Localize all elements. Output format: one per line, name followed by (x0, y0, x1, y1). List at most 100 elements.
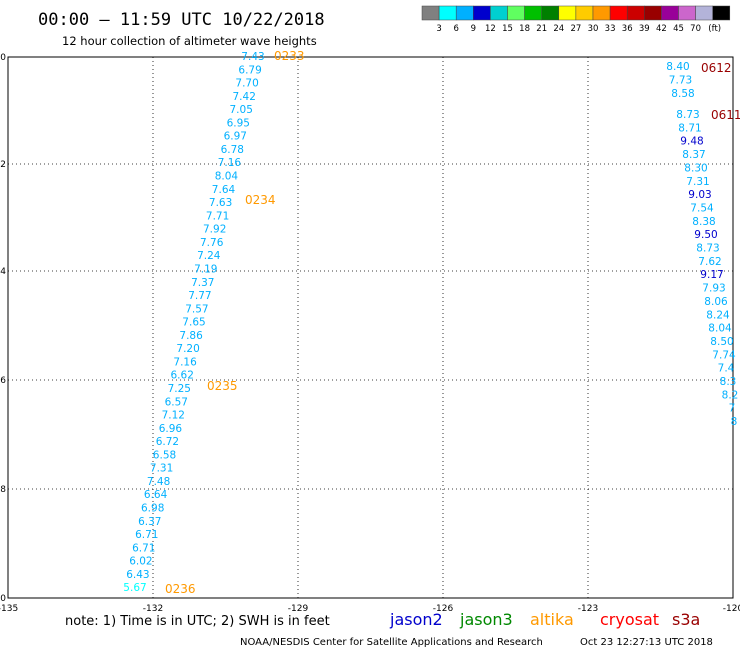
wave-height-value: 6.97 (224, 131, 247, 143)
wave-height-value: 7.31 (150, 463, 173, 475)
wave-height-value: 7.73 (669, 75, 692, 87)
longitude-tick-label: -126 (433, 604, 454, 614)
wave-height-value: 6.78 (221, 144, 244, 156)
wave-height-value: 8.30 (684, 162, 707, 174)
scale-swatch (678, 5, 696, 21)
wave-height-value: 6.98 (141, 503, 164, 515)
scale-swatch (575, 5, 594, 21)
scale-units: (ft) (708, 24, 721, 34)
wave-height-value: 6.57 (165, 396, 188, 408)
scale-swatch (558, 5, 577, 21)
scale-swatch (644, 5, 662, 21)
wave-height-value: 6.62 (171, 370, 194, 382)
wave-height-value: 9.48 (680, 136, 703, 148)
wave-height-value: 7.19 (194, 264, 217, 276)
wave-height-value: 7.64 (212, 184, 236, 196)
wave-height-color-scale: 3 6 9 12 15 18 21 24 27 30 33 36 39 42 45 70 (ft) (421, 5, 731, 34)
longitude-tick-label: -135 (0, 604, 18, 614)
latitude-tick-label: 18 (0, 485, 6, 495)
longitude-tick-label: -129 (288, 604, 309, 614)
altimeter-tracks: 7.436.797.707.427.056.956.976.787.168.04… (123, 49, 740, 596)
wave-height-value: 6.37 (138, 516, 161, 528)
map-frame (7, 56, 734, 599)
scale-label: 12 (485, 24, 496, 34)
wave-height-value: 7.12 (162, 410, 185, 422)
wave-height-value: 7.05 (230, 104, 253, 116)
wave-height-value: 7.65 (182, 317, 205, 329)
wave-height-value: 6.96 (159, 423, 183, 435)
scale-label: 36 (622, 24, 633, 34)
scale-swatch (438, 5, 457, 21)
wave-height-value: 9.50 (694, 229, 717, 241)
wave-height-value: 8.24 (706, 309, 730, 321)
scale-label: 30 (588, 24, 599, 34)
scale-label: 15 (502, 24, 513, 34)
scale-label: 21 (536, 24, 547, 34)
wave-height-value: 7.63 (209, 197, 232, 209)
wave-height-value: 8.50 (710, 336, 733, 348)
scale-label: 42 (656, 24, 667, 34)
wave-height-value: 6.64 (144, 489, 168, 501)
legend-altika: altika (530, 610, 574, 629)
wave-height-value: 8.2 (722, 389, 739, 401)
pass-time-label: 0235 (207, 379, 238, 393)
wave-height-value: 8.73 (676, 109, 699, 121)
wave-height-value: 7.16 (218, 157, 242, 169)
wave-height-value: 7.86 (179, 330, 203, 342)
wave-height-value: 8.71 (678, 122, 701, 134)
pass-time-label: 0233 (274, 49, 305, 63)
wave-height-value: 6.02 (129, 556, 152, 568)
wave-height-value: 7.20 (176, 343, 199, 355)
scale-swatch (695, 5, 713, 21)
wave-height-value: 7.92 (203, 224, 226, 236)
wave-height-value: 5.67 (123, 582, 146, 594)
pass-time-label: 0612 (701, 61, 732, 75)
latitude-tick-label: 20 (0, 594, 6, 604)
scale-swatch (661, 5, 679, 21)
wave-height-value: 6.71 (135, 529, 158, 541)
latitude-tick-label: 12 (0, 160, 6, 170)
scale-swatch (541, 5, 560, 21)
pass-time-label: 0611 (711, 108, 740, 122)
wave-height-value: 8.06 (704, 296, 728, 308)
map-title: 00:00 – 11:59 UTC 10/22/2018 (38, 10, 325, 30)
wave-height-value: 7.42 (233, 91, 256, 103)
latitude-tick-label: 14 (0, 267, 6, 277)
wave-height-value: 8 (731, 416, 738, 428)
wave-height-value: 7.48 (147, 476, 170, 488)
scale-label: 33 (605, 24, 616, 34)
wave-height-value: 6.72 (156, 436, 179, 448)
scale-swatch (524, 5, 542, 21)
scale-label: 18 (519, 24, 530, 34)
pass-time-label: 0236 (165, 582, 196, 596)
wave-height-value: 8.73 (696, 243, 719, 255)
scale-swatch (421, 5, 440, 21)
longitude-tick-label: -132 (143, 604, 163, 614)
scale-swatch (592, 5, 611, 21)
wave-height-value: 7.25 (168, 383, 191, 395)
wave-height-value: 8.38 (692, 216, 715, 228)
legend-jason3: jason3 (459, 610, 513, 629)
wave-height-value: 7.4 (718, 363, 735, 375)
wave-height-value: 7.54 (690, 202, 714, 214)
map-subtitle: 12 hour collection of altimeter wave hei… (62, 34, 317, 48)
scale-label: 39 (639, 24, 650, 34)
wave-height-value: 7 (729, 403, 736, 415)
wave-height-value: 7.37 (191, 277, 214, 289)
wave-height-value: 8.04 (708, 323, 732, 335)
wave-height-value: 7.71 (206, 210, 229, 222)
footnote: note: 1) Time is in UTC; 2) SWH is in fe… (65, 614, 330, 629)
scale-label: 27 (570, 24, 581, 34)
scale-swatch (609, 5, 628, 21)
legend-s3a: s3a (672, 610, 700, 629)
legend-jason2: jason2 (389, 610, 443, 629)
wave-height-value: 7.77 (188, 290, 211, 302)
wave-height-value: 8.40 (666, 61, 689, 73)
lat-lon-grid: -135 -132 -129 -126 -123 -120 10 12 14 16 18 20 (0, 53, 740, 614)
wave-height-value: 7.62 (698, 256, 721, 268)
wave-height-value: 7.16 (173, 356, 197, 368)
scale-label: 24 (553, 24, 564, 34)
scale-swatch (490, 5, 508, 21)
wave-height-value: 7.31 (686, 176, 709, 188)
